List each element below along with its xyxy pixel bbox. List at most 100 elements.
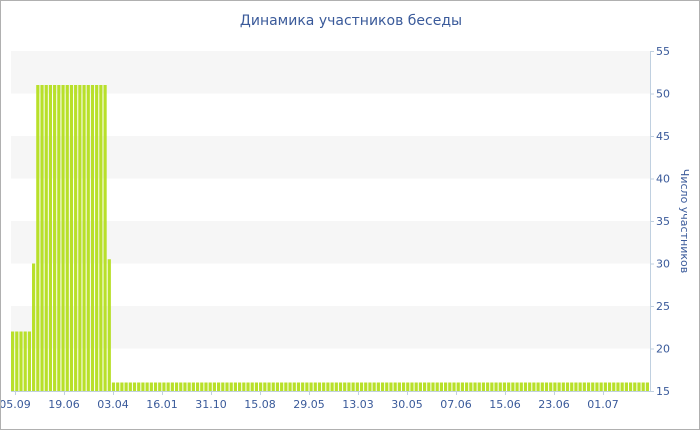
- bar: [259, 382, 263, 391]
- bar: [351, 382, 355, 391]
- bar: [246, 382, 250, 391]
- bar: [347, 382, 351, 391]
- bar: [326, 382, 330, 391]
- bar: [32, 263, 36, 391]
- bar: [179, 382, 183, 391]
- y-tick-label: 20: [656, 343, 670, 356]
- x-tick-label: 15.08: [244, 398, 276, 411]
- bar: [494, 382, 498, 391]
- bar: [607, 382, 612, 391]
- bar: [44, 85, 48, 391]
- bar: [124, 382, 128, 391]
- bar: [57, 85, 61, 391]
- bar: [557, 382, 561, 391]
- bar: [263, 382, 267, 391]
- bar: [385, 382, 389, 391]
- bar: [397, 382, 401, 391]
- bar: [616, 382, 620, 391]
- bar: [317, 382, 322, 391]
- bar: [389, 382, 393, 391]
- bar: [544, 382, 549, 391]
- bar: [149, 382, 153, 391]
- bar: [233, 382, 238, 391]
- x-tick-labels: 05.09 19.06 03.04 16.01 31.10 15.08 29.05 13.03…: [1, 398, 619, 411]
- bar: [490, 382, 494, 391]
- bar: [313, 382, 317, 391]
- bar: [292, 382, 296, 391]
- bar: [595, 382, 599, 391]
- bar: [174, 382, 179, 391]
- bar: [620, 382, 624, 391]
- bar: [330, 382, 334, 391]
- bar: [137, 382, 141, 391]
- y-tick-label: 15: [656, 385, 670, 398]
- bar: [414, 382, 418, 391]
- bar: [465, 382, 469, 391]
- bar: [511, 382, 515, 391]
- bar: [641, 382, 645, 391]
- bar: [111, 382, 116, 391]
- x-tick-label: 13.03: [342, 398, 374, 411]
- axes: [11, 51, 654, 395]
- x-tick-label: 07.06: [440, 398, 472, 411]
- bar: [570, 382, 574, 391]
- bar: [19, 331, 23, 391]
- grid-band: [11, 306, 650, 349]
- bar: [612, 382, 616, 391]
- bar: [431, 382, 435, 391]
- bar: [523, 382, 528, 391]
- bar: [540, 382, 544, 391]
- bar: [132, 382, 137, 391]
- bar: [208, 382, 212, 391]
- bar: [229, 382, 233, 391]
- y-tick-label: 55: [656, 45, 670, 58]
- bar: [187, 382, 191, 391]
- bar: [410, 382, 414, 391]
- bar: [599, 382, 603, 391]
- bar: [435, 382, 439, 391]
- bar: [368, 382, 372, 391]
- bar: [238, 382, 242, 391]
- bar: [372, 382, 376, 391]
- bar: [225, 382, 229, 391]
- bar: [645, 382, 649, 391]
- bar: [515, 382, 519, 391]
- y-tick-label: 30: [656, 258, 670, 271]
- bar: [549, 382, 553, 391]
- bar: [183, 382, 187, 391]
- bar: [633, 382, 637, 391]
- bar: [322, 382, 326, 391]
- bar: [561, 382, 565, 391]
- bar: [401, 382, 406, 391]
- bar: [170, 382, 174, 391]
- bar: [481, 382, 486, 391]
- x-tick-label: 31.10: [195, 398, 227, 411]
- bar: [267, 382, 271, 391]
- bar: [473, 382, 477, 391]
- bar: [582, 382, 586, 391]
- bar: [456, 382, 460, 391]
- y-tick-label: 45: [656, 130, 670, 143]
- bar: [477, 382, 481, 391]
- bar: [301, 382, 305, 391]
- bar: [271, 382, 275, 391]
- bar: [422, 382, 427, 391]
- bar: [309, 382, 313, 391]
- bar: [78, 85, 82, 391]
- bar: [69, 85, 74, 391]
- bar: [145, 382, 149, 391]
- bar: [200, 382, 204, 391]
- bar: [74, 85, 78, 391]
- bar: [553, 382, 557, 391]
- bar: [578, 382, 582, 391]
- bar: [528, 382, 532, 391]
- bar: [603, 382, 607, 391]
- bar: [216, 382, 221, 391]
- y-tick-labels: 15 20 25 30 35 40 45 50 55: [656, 45, 670, 398]
- bar: [116, 382, 120, 391]
- x-tick-label: 16.01: [146, 398, 178, 411]
- bar: [23, 331, 27, 391]
- bar: [53, 85, 57, 391]
- x-tick-label: 19.06: [48, 398, 80, 411]
